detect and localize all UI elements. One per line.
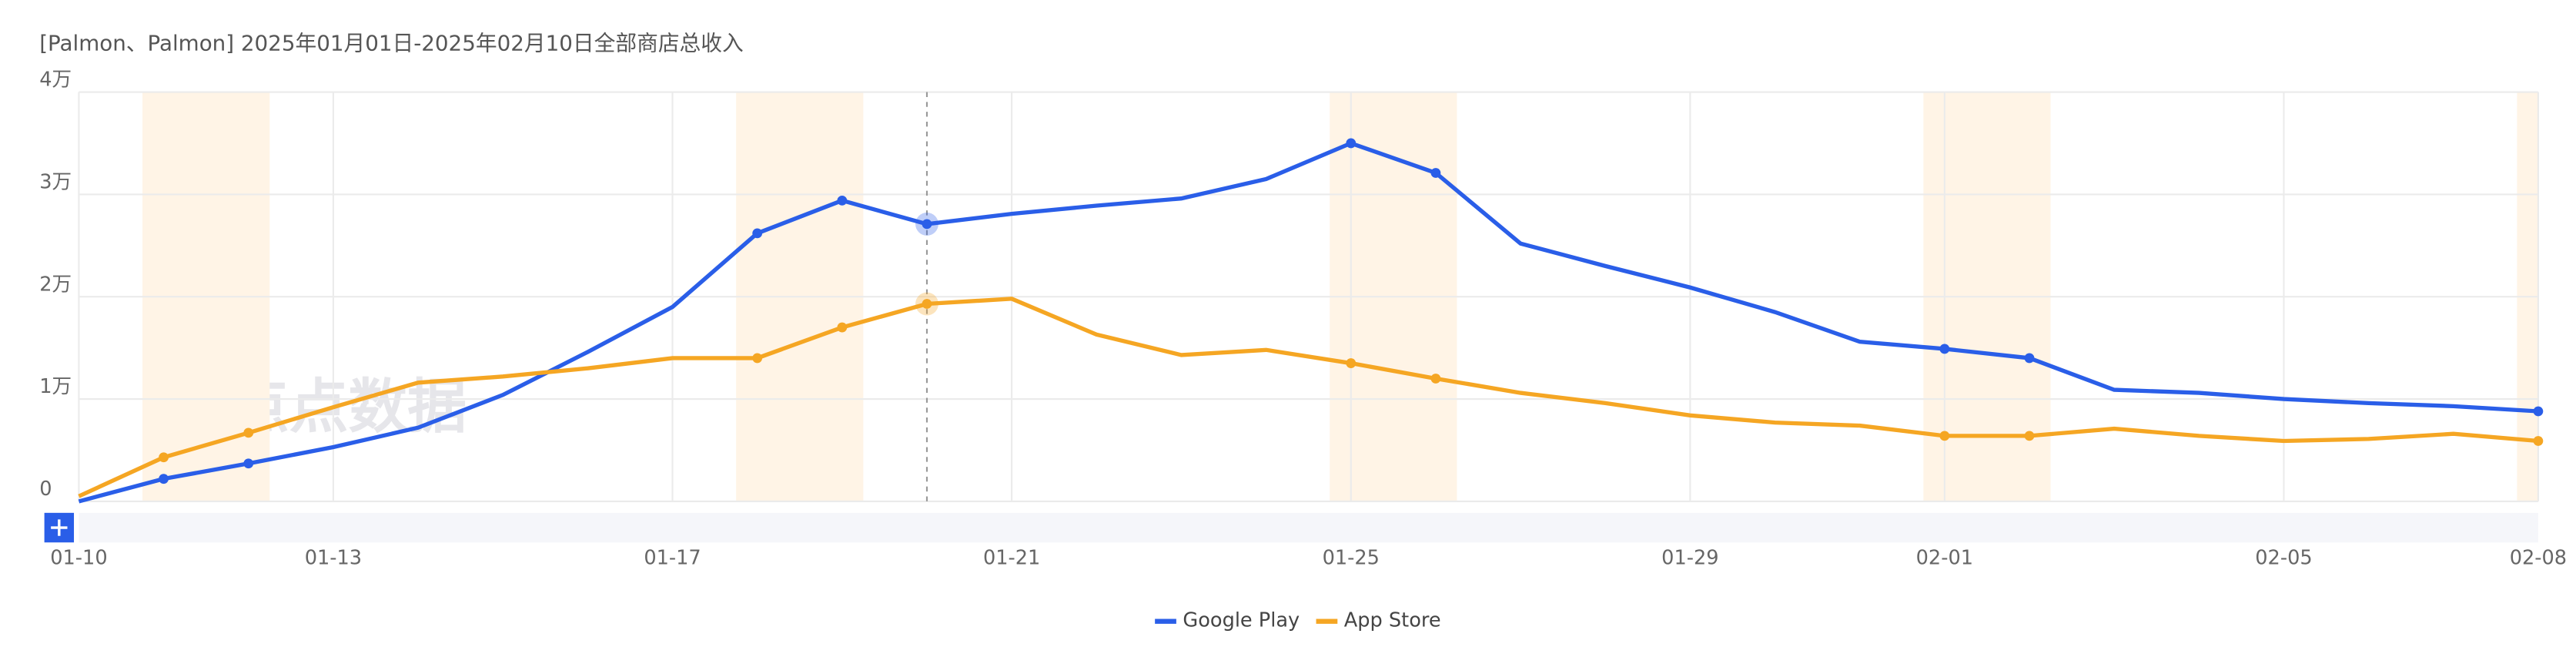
x-tick-label: 01-13	[305, 547, 362, 570]
data-point	[1430, 168, 1441, 178]
data-point	[2024, 353, 2035, 364]
data-point	[837, 195, 848, 206]
data-point	[2533, 406, 2544, 417]
data-point	[159, 452, 169, 463]
data-point	[922, 219, 932, 230]
x-tick-label: 02-08	[2510, 547, 2567, 570]
plus-icon	[51, 519, 68, 536]
chart-title: [Palmon、Palmon] 2025年01月01日-2025年02月10日全…	[39, 31, 744, 56]
x-tick-label: 02-05	[2255, 547, 2312, 570]
x-tick-label: 01-25	[1323, 547, 1380, 570]
data-point	[1346, 138, 1357, 149]
data-point	[243, 458, 254, 469]
data-point	[752, 228, 763, 239]
data-point	[2533, 436, 2544, 446]
data-point	[1430, 374, 1441, 384]
data-point	[1346, 358, 1357, 368]
data-point	[752, 353, 763, 364]
x-tick-label: 02-01	[1916, 547, 1973, 570]
y-tick-label: 3万	[39, 170, 72, 193]
x-tick-label: 01-17	[644, 547, 701, 570]
data-point	[837, 322, 848, 333]
data-point	[922, 299, 932, 309]
legend-label: App Store	[1344, 609, 1441, 632]
data-point	[1939, 431, 1950, 441]
series-line	[78, 141, 2539, 504]
data-point	[1939, 344, 1950, 354]
legend-label: Google Play	[1183, 609, 1300, 632]
series-line	[78, 297, 2539, 498]
zoom-track	[79, 512, 2538, 543]
data-point	[2024, 431, 2035, 441]
x-tick-label: 01-21	[983, 547, 1040, 570]
x-tick-label: 01-29	[1661, 547, 1718, 570]
data-point	[159, 474, 169, 484]
data-point	[243, 427, 254, 438]
y-tick-label: 1万	[39, 375, 72, 398]
y-tick-label: 0	[39, 478, 52, 501]
x-tick-label: 01-10	[50, 547, 107, 570]
y-tick-label: 4万	[39, 69, 72, 92]
y-tick-label: 2万	[39, 273, 72, 296]
